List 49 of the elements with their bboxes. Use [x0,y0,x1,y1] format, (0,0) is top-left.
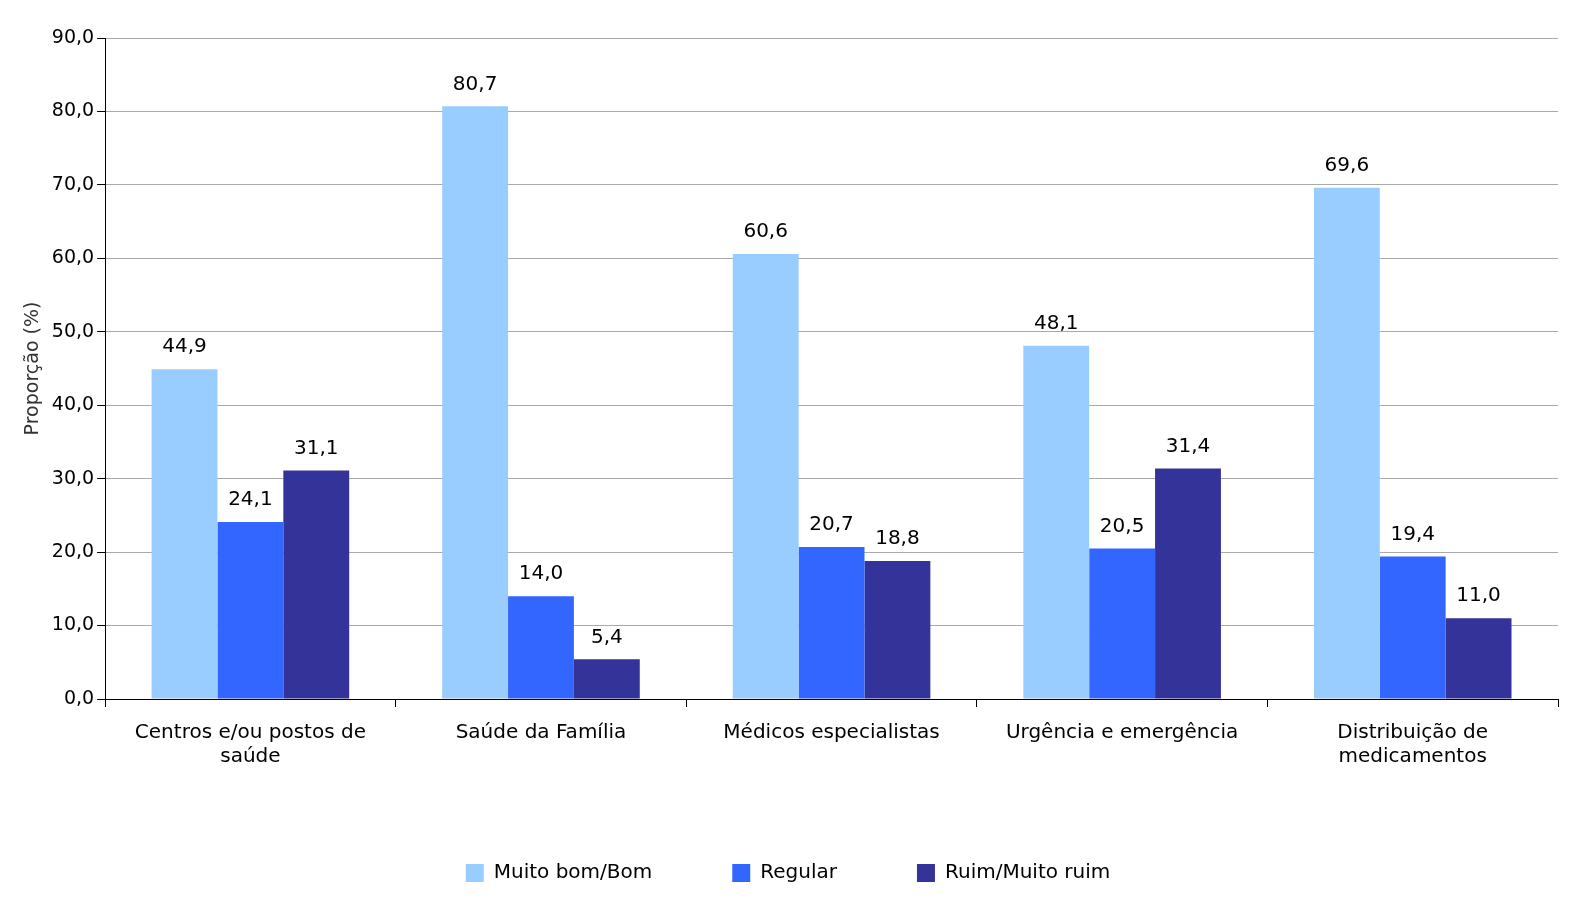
bar [732,253,799,699]
data-label: 19,4 [1390,520,1435,545]
bar [442,106,509,699]
data-label: 31,1 [293,434,339,459]
data-label: 80,7 [452,70,498,95]
bar [1313,187,1380,699]
x-tick-label: Urgência e emergência [1005,719,1239,744]
data-label: 20,5 [1099,512,1145,537]
legend-label: Muito bom/Bom [493,859,653,884]
bar [798,546,865,699]
bar [283,470,350,699]
bar [1379,556,1446,699]
data-label: 69,6 [1324,152,1370,177]
y-tick-label: 60,0 [51,245,95,268]
data-label: 5,4 [590,623,623,648]
data-label: 20,7 [809,511,854,536]
x-tick-label: Saúde da Família [455,719,627,744]
data-label: 11,0 [1456,582,1501,607]
y-tick-label: 50,0 [51,318,95,341]
data-label: 18,8 [875,525,920,550]
legend-label: Regular [760,859,838,884]
bar [1445,618,1512,699]
x-tick-label: Médicos especialistas [723,719,940,744]
data-label: 60,6 [743,218,788,243]
x-tick-label: Centros e/ou postos de saúde [134,719,366,768]
y-tick-label: 80,0 [51,98,95,121]
bar [1155,468,1221,699]
bar [1023,345,1090,699]
y-tick-label: 0,0 [63,685,95,708]
y-tick-label: 90,0 [51,24,95,47]
data-label: 48,1 [1034,309,1079,334]
y-tick-label: 10,0 [51,612,95,635]
bar [1089,548,1156,699]
data-label: 24,1 [228,486,273,511]
data-label: 31,4 [1165,432,1211,457]
data-label: 44,9 [162,333,207,358]
bar [151,369,218,699]
y-tick-label: 40,0 [51,392,95,415]
legend-label: Ruim/Muito ruim [944,859,1111,884]
bar [864,560,931,699]
y-tick-label: 30,0 [51,465,95,488]
y-axis-title: Proporção (%) [20,301,43,436]
y-tick-label: 20,0 [51,539,95,562]
data-label: 14,0 [518,560,564,585]
y-tick-label: 70,0 [51,171,95,194]
bar [217,522,284,699]
bar [508,596,574,699]
bar [573,659,640,699]
x-tick-label: Distribuição de medicamentos [1337,719,1489,768]
